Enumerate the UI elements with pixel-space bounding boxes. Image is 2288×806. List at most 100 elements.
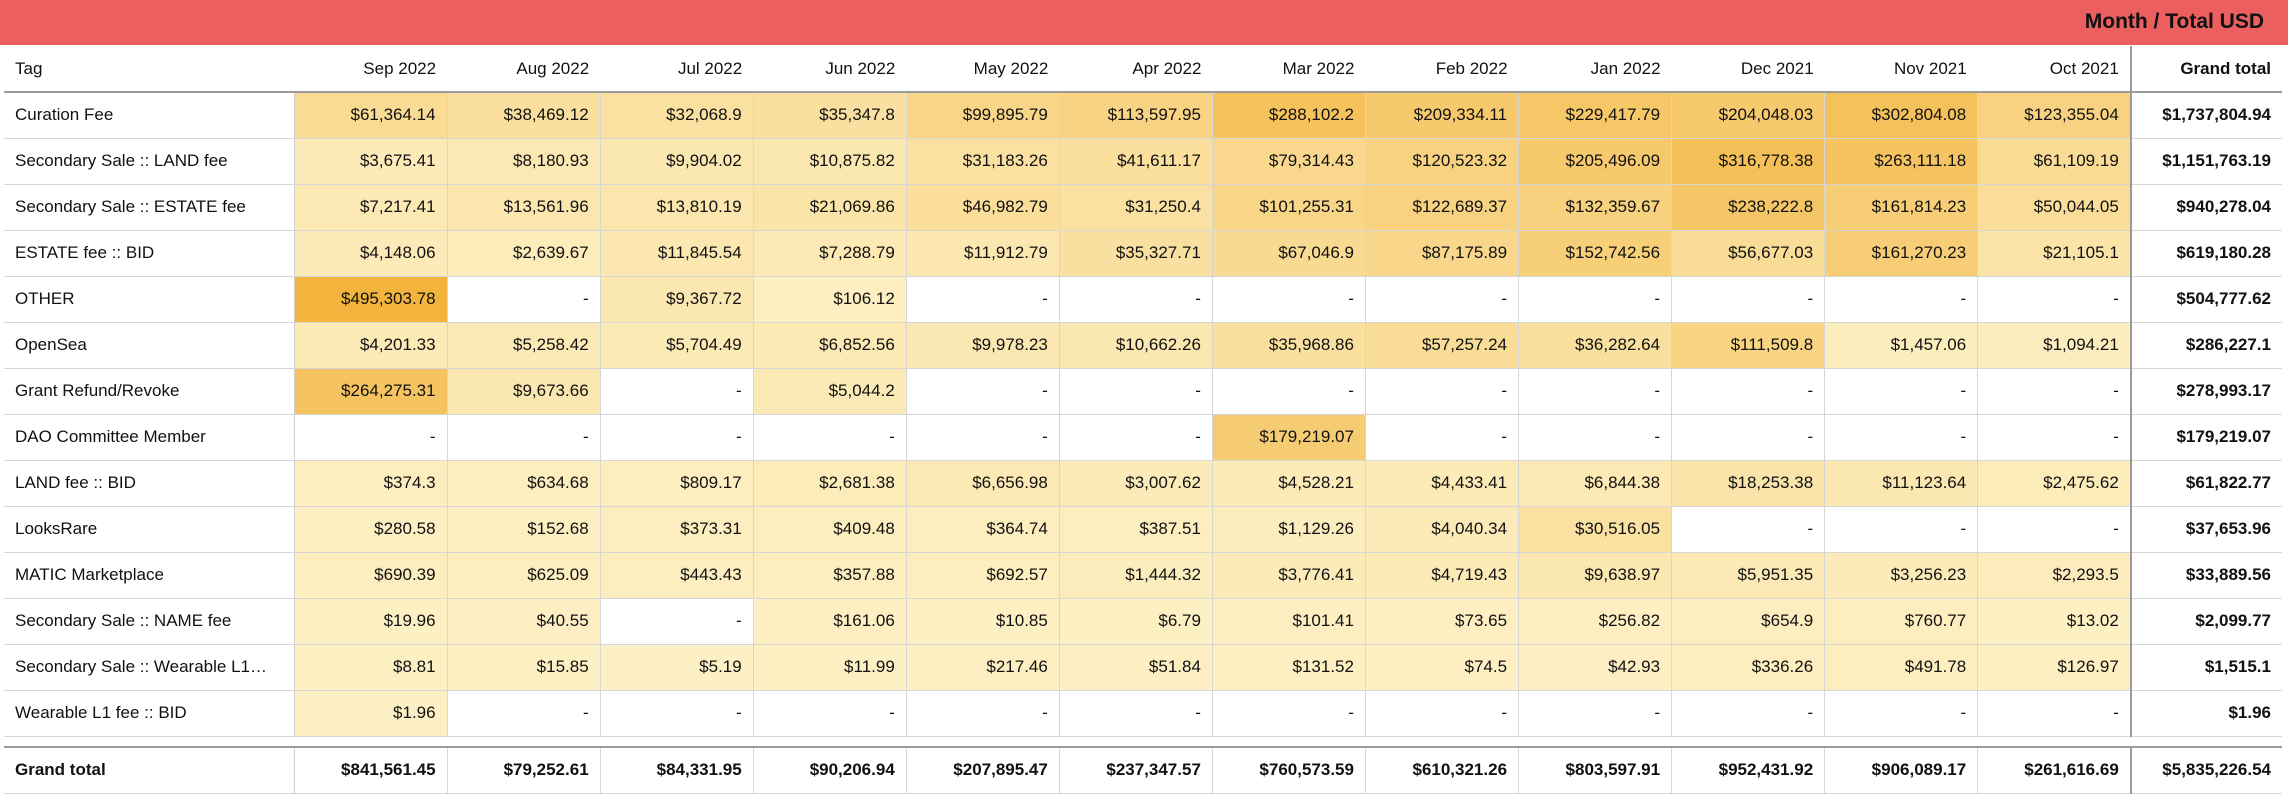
heatmap-cell: $288,102.2 <box>1212 92 1366 139</box>
heatmap-cell: $161,814.23 <box>1824 184 1979 231</box>
heatmap-cell: $11,912.79 <box>906 230 1060 277</box>
heatmap-cell: $6,844.38 <box>1518 460 1673 507</box>
heatmap-cell: $302,804.08 <box>1824 92 1979 139</box>
heatmap-cell: $4,148.06 <box>294 230 448 277</box>
heatmap-cell: $35,968.86 <box>1212 322 1366 369</box>
column-grand-total: $906,089.17 <box>1824 746 1979 794</box>
row-grand-total: $179,219.07 <box>2129 414 2282 461</box>
row-tag: MATIC Marketplace <box>4 552 295 599</box>
heatmap-cell: $8,180.93 <box>447 138 601 185</box>
heatmap-cell: $13,810.19 <box>600 184 754 231</box>
column-grand-total: $610,321.26 <box>1365 746 1520 794</box>
overall-grand-total: $5,835,226.54 <box>2129 746 2282 794</box>
heatmap-cell: $495,303.78 <box>294 276 448 323</box>
heatmap-cell: - <box>1671 414 1826 461</box>
heatmap-cell: - <box>294 414 448 461</box>
pivot-table: Tag Sep 2022 Aug 2022 Jul 2022 Jun 2022 May 2… <box>4 46 2282 794</box>
heatmap-cell: $2,475.62 <box>1977 460 2132 507</box>
column-grand-total: $803,597.91 <box>1518 746 1673 794</box>
heatmap-cell: - <box>1212 368 1366 415</box>
heatmap-cell: - <box>1059 414 1213 461</box>
row-grand-total: $2,099.77 <box>2129 598 2282 645</box>
heatmap-cell: $4,719.43 <box>1365 552 1520 599</box>
heatmap-cell: $161,270.23 <box>1824 230 1979 277</box>
row-tag: LAND fee :: BID <box>4 460 295 507</box>
heatmap-cell: - <box>1824 368 1979 415</box>
column-header-month: Mar 2022 <box>1212 46 1366 93</box>
heatmap-cell: $5,044.2 <box>753 368 907 415</box>
row-tag: Wearable L1 fee :: BID <box>4 690 295 737</box>
column-grand-total: $90,206.94 <box>753 746 907 794</box>
heatmap-cell: $73.65 <box>1365 598 1520 645</box>
section-spacer <box>4 736 2282 747</box>
heatmap-cell: - <box>1059 368 1213 415</box>
column-header-month: Aug 2022 <box>447 46 601 93</box>
heatmap-cell: $256.82 <box>1518 598 1673 645</box>
heatmap-cell: $5,704.49 <box>600 322 754 369</box>
heatmap-cell: $30,516.05 <box>1518 506 1673 553</box>
heatmap-cell: - <box>447 276 601 323</box>
heatmap-cell: - <box>1824 276 1979 323</box>
column-grand-total: $84,331.95 <box>600 746 754 794</box>
heatmap-cell: $19.96 <box>294 598 448 645</box>
row-grand-total: $33,889.56 <box>2129 552 2282 599</box>
heatmap-cell: $5.19 <box>600 644 754 691</box>
heatmap-cell: - <box>753 414 907 461</box>
heatmap-cell: $280.58 <box>294 506 448 553</box>
heatmap-cell: - <box>1671 690 1826 737</box>
row-grand-total: $286,227.1 <box>2129 322 2282 369</box>
row-tag: OTHER <box>4 276 295 323</box>
row-tag: Secondary Sale :: NAME fee <box>4 598 295 645</box>
heatmap-cell: $6.79 <box>1059 598 1213 645</box>
heatmap-cell: $1,129.26 <box>1212 506 1366 553</box>
row-tag: ESTATE fee :: BID <box>4 230 295 277</box>
table-title: Month / Total USD <box>2084 10 2264 33</box>
heatmap-cell: $36,282.64 <box>1518 322 1673 369</box>
heatmap-cell: $8.81 <box>294 644 448 691</box>
heatmap-cell: $101.41 <box>1212 598 1366 645</box>
heatmap-cell: - <box>1977 368 2132 415</box>
heatmap-cell: - <box>1059 690 1213 737</box>
heatmap-cell: $113,597.95 <box>1059 92 1213 139</box>
column-grand-total: $237,347.57 <box>1059 746 1213 794</box>
heatmap-cell: $120,523.32 <box>1365 138 1520 185</box>
heatmap-cell: $229,417.79 <box>1518 92 1673 139</box>
heatmap-cell: - <box>1212 690 1366 737</box>
table-row: ESTATE fee :: BID $4,148.06 $2,639.67 $11,8… <box>4 230 2282 277</box>
heatmap-cell: $99,895.79 <box>906 92 1060 139</box>
heatmap-cell: $111,509.8 <box>1671 322 1826 369</box>
heatmap-cell: $161.06 <box>753 598 907 645</box>
row-grand-total: $504,777.62 <box>2129 276 2282 323</box>
heatmap-cell: $9,367.72 <box>600 276 754 323</box>
heatmap-cell: - <box>1059 276 1213 323</box>
heatmap-cell: - <box>1977 506 2132 553</box>
heatmap-cell: $204,048.03 <box>1671 92 1826 139</box>
heatmap-cell: $443.43 <box>600 552 754 599</box>
row-tag: Curation Fee <box>4 92 295 139</box>
heatmap-cell: - <box>1365 276 1520 323</box>
column-grand-total: $952,431.92 <box>1671 746 1826 794</box>
heatmap-cell: $152,742.56 <box>1518 230 1673 277</box>
column-grand-total: $79,252.61 <box>447 746 601 794</box>
heatmap-cell: $374.3 <box>294 460 448 507</box>
table-row: Curation Fee $61,364.14 $38,469.12 $32,068.… <box>4 92 2282 139</box>
heatmap-cell: $106.12 <box>753 276 907 323</box>
heatmap-cell: $316,778.38 <box>1671 138 1826 185</box>
row-tag: Secondary Sale :: LAND fee <box>4 138 295 185</box>
heatmap-cell: $15.85 <box>447 644 601 691</box>
heatmap-cell: $209,334.11 <box>1365 92 1520 139</box>
spacer-cell <box>4 736 2282 747</box>
heatmap-cell: $205,496.09 <box>1518 138 1673 185</box>
heatmap-cell: - <box>447 690 601 737</box>
header-row: Tag Sep 2022 Aug 2022 Jul 2022 Jun 2022 May 2… <box>4 46 2282 93</box>
heatmap-cell: $1.96 <box>294 690 448 737</box>
table-row: OpenSea $4,201.33 $5,258.42 $5,704.49 $6,852… <box>4 322 2282 369</box>
heatmap-cell: $131.52 <box>1212 644 1366 691</box>
heatmap-cell: $2,293.5 <box>1977 552 2132 599</box>
heatmap-cell: - <box>1365 414 1520 461</box>
heatmap-cell: $11,845.54 <box>600 230 754 277</box>
column-grand-total: $207,895.47 <box>906 746 1060 794</box>
heatmap-cell: - <box>1365 690 1520 737</box>
heatmap-cell: $79,314.43 <box>1212 138 1366 185</box>
heatmap-cell: - <box>1824 506 1979 553</box>
